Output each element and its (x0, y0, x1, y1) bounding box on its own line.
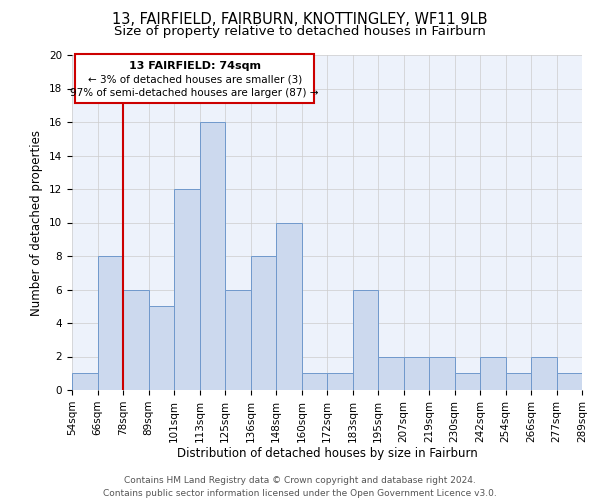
Bar (378, 356, 404, 390)
Bar (455, 373, 480, 390)
Text: 97% of semi-detached houses are larger (87) →: 97% of semi-detached houses are larger (… (70, 88, 319, 98)
FancyBboxPatch shape (75, 54, 314, 102)
Y-axis label: Number of detached properties: Number of detached properties (31, 130, 43, 316)
Text: 13 FAIRFIELD: 74sqm: 13 FAIRFIELD: 74sqm (128, 61, 260, 71)
Bar (199, 122, 225, 390)
X-axis label: Distribution of detached houses by size in Fairburn: Distribution of detached houses by size … (176, 448, 478, 460)
Bar (123, 290, 149, 390)
Bar (302, 373, 327, 390)
Text: Contains HM Land Registry data © Crown copyright and database right 2024.
Contai: Contains HM Land Registry data © Crown c… (103, 476, 497, 498)
Bar (225, 290, 251, 390)
Bar (429, 356, 455, 390)
Bar (480, 356, 505, 390)
Bar (97, 256, 123, 390)
Bar (353, 290, 378, 390)
Bar (174, 189, 199, 390)
Text: ← 3% of detached houses are smaller (3): ← 3% of detached houses are smaller (3) (88, 75, 302, 85)
Bar (557, 373, 582, 390)
Bar (404, 356, 429, 390)
Bar (276, 222, 302, 390)
Bar (149, 306, 174, 390)
Bar (251, 256, 276, 390)
Bar (531, 356, 557, 390)
Bar (327, 373, 353, 390)
Bar (72, 373, 97, 390)
Bar (505, 373, 531, 390)
Text: Size of property relative to detached houses in Fairburn: Size of property relative to detached ho… (114, 25, 486, 38)
Text: 13, FAIRFIELD, FAIRBURN, KNOTTINGLEY, WF11 9LB: 13, FAIRFIELD, FAIRBURN, KNOTTINGLEY, WF… (112, 12, 488, 28)
